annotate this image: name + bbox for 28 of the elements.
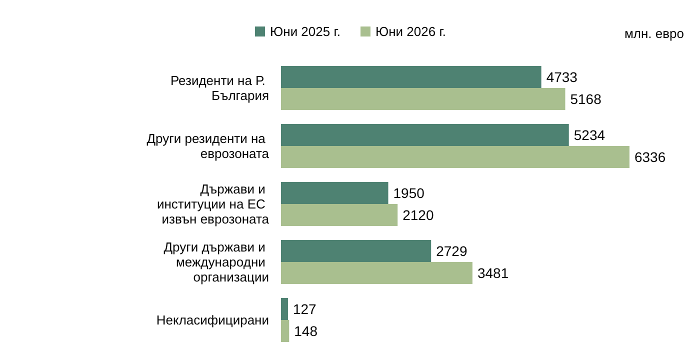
data-label: 127 [292, 301, 317, 317]
bar [281, 320, 290, 342]
bar [281, 146, 630, 168]
data-label: 6336 [634, 149, 666, 165]
data-label: 148 [294, 323, 318, 339]
bar [281, 262, 472, 284]
bar [281, 298, 288, 320]
legend-label: Юни 2025 г. [270, 24, 340, 39]
legend-label: Юни 2026 г. [375, 24, 446, 39]
bar [281, 182, 388, 204]
data-label: 3481 [477, 265, 509, 281]
data-label: 4733 [546, 69, 578, 85]
y-tick-label: Резиденти на Р. България [170, 73, 269, 103]
data-label: 5234 [574, 127, 606, 143]
y-tick-label: Други резиденти на еврозоната [146, 131, 270, 161]
y-tick-label: Некласифицирани [156, 312, 269, 328]
y-tick-label: Държави и институции на ЕС извън еврозоната [156, 182, 270, 226]
bar [281, 240, 432, 262]
text: млн. евро [624, 26, 684, 41]
bar [281, 204, 398, 226]
data-label: 2120 [402, 207, 434, 223]
data-label: 5168 [570, 91, 602, 107]
data-label: 2729 [436, 243, 468, 259]
data-label: 1950 [393, 185, 425, 201]
bar [281, 124, 569, 146]
bar [281, 88, 566, 110]
bar [281, 66, 542, 88]
y-tick-label: Други държави и международни организации [164, 240, 269, 284]
